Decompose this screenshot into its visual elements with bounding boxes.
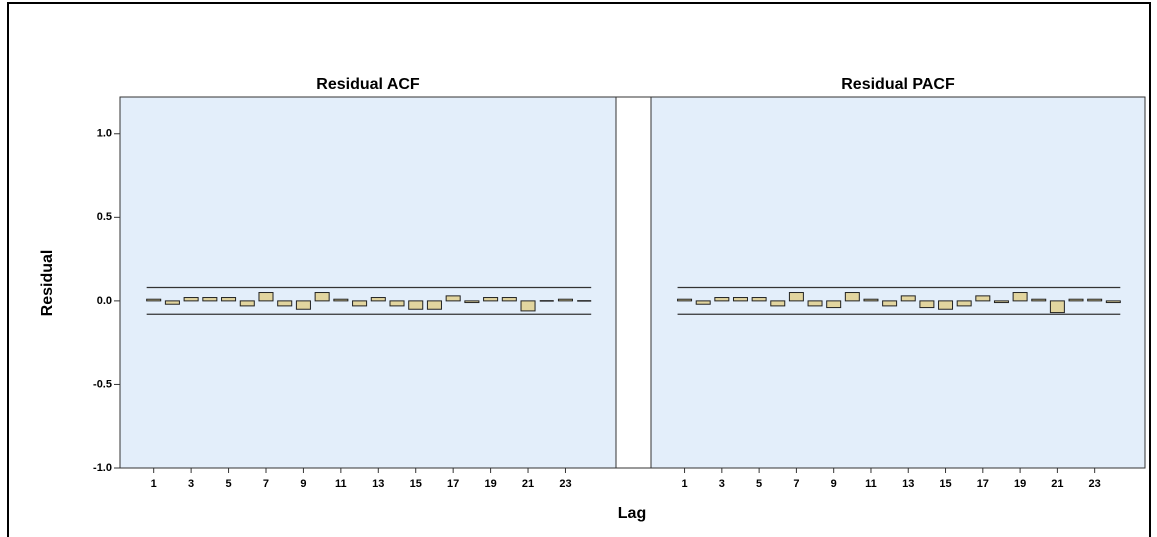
- x-tick-label: 17: [977, 478, 989, 490]
- x-tick-label: 7: [793, 478, 799, 490]
- bar: [714, 297, 730, 302]
- bar: [426, 300, 442, 310]
- x-tick-label: 23: [1089, 478, 1101, 490]
- bar: [520, 300, 536, 312]
- x-tick-label: 13: [372, 478, 384, 490]
- plot-area: [119, 96, 617, 469]
- x-tick-label: 15: [410, 478, 422, 490]
- bar: [1105, 300, 1121, 304]
- bar: [882, 300, 898, 307]
- bar: [408, 300, 424, 310]
- frame: [7, 2, 1151, 537]
- bar: [501, 297, 517, 302]
- bar: [333, 298, 349, 302]
- bar: [826, 300, 842, 309]
- panel-gap: [615, 96, 652, 469]
- bar: [863, 298, 879, 302]
- x-tick-label: 13: [902, 478, 914, 490]
- y-tick-label: 1.0: [97, 128, 112, 140]
- bar: [370, 297, 386, 302]
- y-axis-label: Residual: [39, 250, 56, 317]
- bar: [352, 300, 368, 307]
- bar: [975, 295, 991, 302]
- bar: [844, 292, 860, 302]
- bar: [146, 298, 162, 302]
- x-tick-label: 23: [559, 478, 571, 490]
- x-tick-label: 19: [484, 478, 496, 490]
- y-tick-label: -1.0: [93, 462, 112, 474]
- bar: [677, 298, 693, 302]
- bar: [183, 297, 199, 302]
- bar: [788, 292, 804, 302]
- y-tick-label: 0.5: [97, 211, 112, 223]
- bar: [239, 300, 255, 307]
- x-tick-label: 9: [831, 478, 837, 490]
- bar: [695, 300, 711, 305]
- bar: [732, 297, 748, 302]
- y-tick-label: 0.0: [97, 295, 112, 307]
- bar: [314, 292, 330, 302]
- x-tick-label: 5: [756, 478, 762, 490]
- x-tick-label: 3: [188, 478, 194, 490]
- bar: [770, 300, 786, 307]
- bar: [445, 295, 461, 302]
- bar: [956, 300, 972, 307]
- bar: [483, 297, 499, 302]
- bar: [1068, 298, 1084, 302]
- bar: [919, 300, 935, 309]
- x-tick-label: 1: [681, 478, 687, 490]
- x-tick-label: 3: [719, 478, 725, 490]
- x-axis-label: Lag: [618, 505, 646, 522]
- x-tick-label: 21: [522, 478, 534, 490]
- bar: [807, 300, 823, 307]
- bar: [389, 300, 405, 307]
- x-tick-label: 15: [939, 478, 951, 490]
- x-tick-label: 7: [263, 478, 269, 490]
- bar: [258, 292, 274, 302]
- x-tick-label: 9: [300, 478, 306, 490]
- y-tick-label: -0.5: [93, 378, 112, 390]
- bar: [900, 295, 916, 302]
- panel-title: Residual ACF: [316, 76, 420, 93]
- x-tick-label: 19: [1014, 478, 1026, 490]
- x-tick-label: 5: [225, 478, 231, 490]
- x-tick-label: 21: [1051, 478, 1063, 490]
- bar: [164, 300, 180, 305]
- bar: [1031, 298, 1047, 302]
- bar: [464, 300, 480, 304]
- bar: [938, 300, 954, 310]
- bar: [295, 300, 311, 310]
- bar: [751, 297, 767, 302]
- x-tick-label: 17: [447, 478, 459, 490]
- x-tick-label: 11: [865, 478, 877, 490]
- bar: [1012, 292, 1028, 302]
- plot-area: [650, 96, 1146, 469]
- bar: [1087, 298, 1103, 302]
- bar: [277, 300, 293, 307]
- bar: [993, 300, 1009, 304]
- bar: [221, 297, 237, 302]
- x-tick-label: 11: [335, 478, 347, 490]
- bar: [1049, 300, 1065, 314]
- panel-title: Residual PACF: [841, 76, 955, 93]
- bar: [202, 297, 218, 302]
- bar: [557, 298, 573, 302]
- x-tick-label: 1: [151, 478, 157, 490]
